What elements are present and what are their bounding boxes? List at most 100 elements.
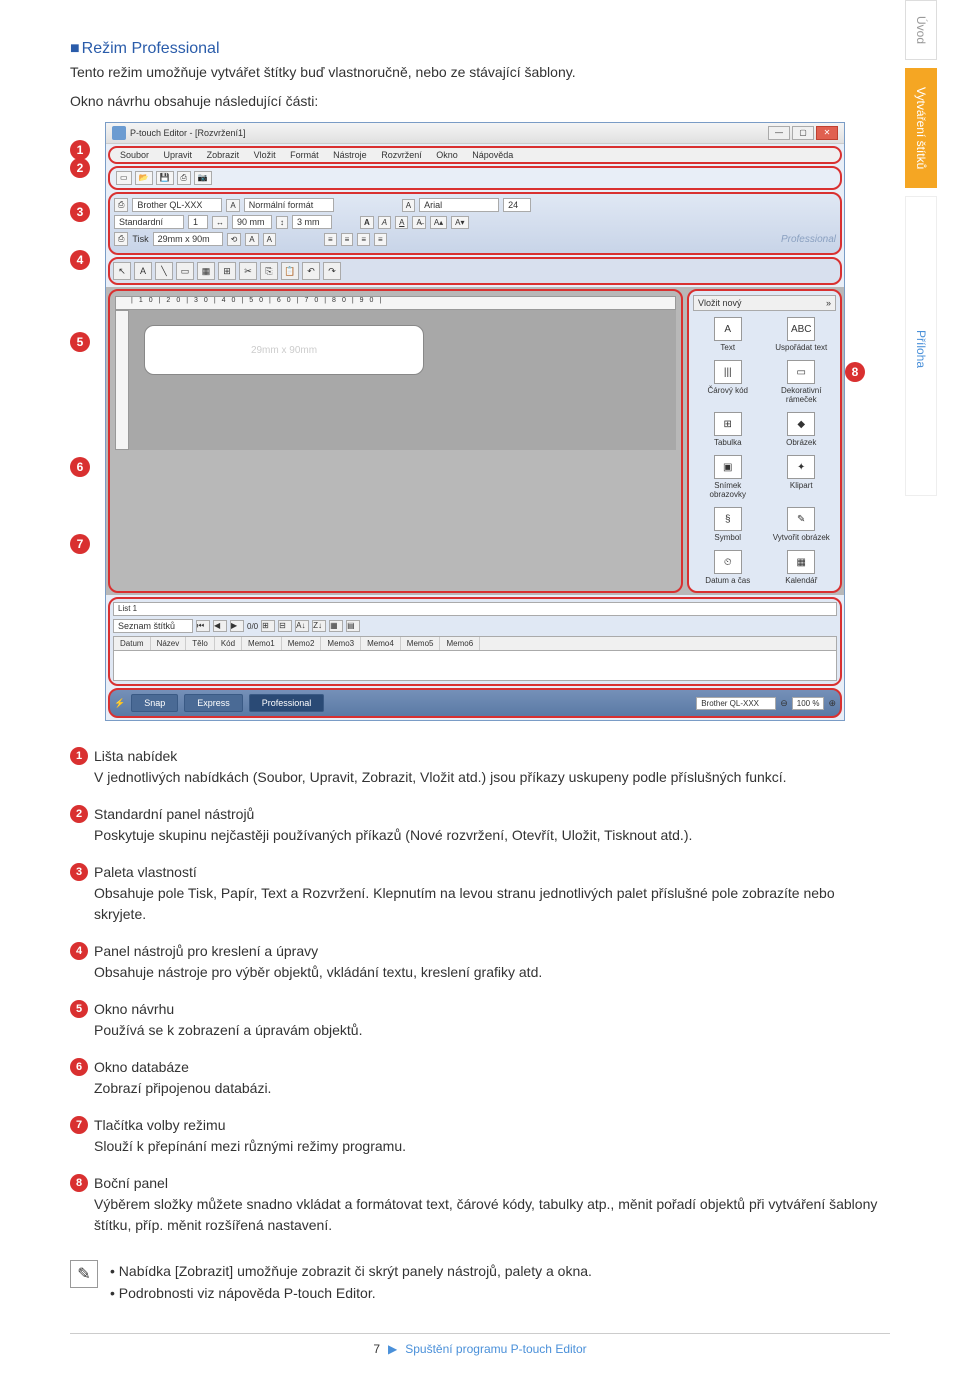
maximize-button[interactable]: ▢: [792, 126, 814, 140]
menu-napoveda[interactable]: Nápověda: [466, 150, 519, 160]
mode-snap-button[interactable]: Snap: [131, 694, 178, 712]
undo-tool[interactable]: ↶: [302, 262, 320, 280]
db-col[interactable]: Memo2: [282, 637, 322, 650]
insert-new-label[interactable]: Vložit nový: [698, 298, 742, 308]
camera-icon[interactable]: 📷: [194, 171, 212, 185]
zoom-input[interactable]: 100 %: [792, 697, 825, 710]
db-col[interactable]: Memo5: [401, 637, 441, 650]
db-col[interactable]: Tělo: [186, 637, 215, 650]
menu-nastroje[interactable]: Nástroje: [327, 150, 373, 160]
db-col[interactable]: Memo3: [321, 637, 361, 650]
sort-za-button[interactable]: Z↓: [312, 620, 326, 632]
side-item-3[interactable]: ▭Dekorativní rámeček: [767, 358, 837, 406]
side-item-6[interactable]: ▣Snímek obrazovky: [693, 453, 763, 501]
menu-okno[interactable]: Okno: [430, 150, 464, 160]
width-input[interactable]: 90 mm: [232, 215, 272, 229]
db-col[interactable]: Memo6: [440, 637, 480, 650]
paper-select[interactable]: Standardní: [114, 215, 184, 229]
side-item-7[interactable]: ✦Klipart: [767, 453, 837, 501]
zoom-printer[interactable]: Brother QL-XXX: [696, 697, 776, 710]
font-select[interactable]: Arial: [419, 198, 499, 212]
side-item-10[interactable]: ⏲Datum a čas: [693, 548, 763, 587]
align-tool[interactable]: ⊞: [218, 262, 236, 280]
side-item-9[interactable]: ✎Vytvořit obrázek: [767, 505, 837, 544]
zoom-out-button[interactable]: ⊖: [780, 698, 788, 709]
menu-upravit[interactable]: Upravit: [158, 150, 199, 160]
align-left-button[interactable]: ≡: [324, 233, 337, 246]
menu-rozvrzeni[interactable]: Rozvržení: [375, 150, 428, 160]
side-tab-uvod[interactable]: Úvod: [905, 0, 937, 60]
sidepanel-expand-icon[interactable]: »: [826, 298, 831, 308]
size-down-button[interactable]: A▾: [451, 216, 468, 229]
side-item-icon: ⊞: [714, 412, 742, 436]
align-right-button[interactable]: ≡: [357, 233, 370, 246]
bold-button[interactable]: A: [360, 216, 374, 229]
db-btn-4[interactable]: ▤: [346, 620, 360, 632]
side-item-4[interactable]: ⊞Tabulka: [693, 410, 763, 449]
side-item-5[interactable]: ◆Obrázek: [767, 410, 837, 449]
printer-select[interactable]: Brother QL-XXX: [132, 198, 222, 212]
side-item-2[interactable]: |||Čárový kód: [693, 358, 763, 406]
orient-button[interactable]: ⟲: [227, 233, 242, 246]
print-icon[interactable]: ⎙: [177, 171, 191, 185]
menu-format[interactable]: Formát: [284, 150, 325, 160]
canvas[interactable]: 29mm x 90mm: [129, 310, 676, 450]
desc-item-8: 8Boční panelVýběrem složky můžete snadno…: [70, 1173, 890, 1236]
text-tool[interactable]: A: [134, 262, 152, 280]
size-up-button[interactable]: A▴: [430, 216, 447, 229]
italic-button[interactable]: A: [378, 216, 391, 229]
side-item-icon: A: [714, 317, 742, 341]
height-input[interactable]: 3 mm: [292, 215, 332, 229]
print-button[interactable]: ⎙: [114, 232, 128, 246]
seznam-select[interactable]: Seznam štítků: [113, 619, 193, 633]
line-tool[interactable]: ╲: [155, 262, 173, 280]
nav-first-button[interactable]: ⏮: [196, 620, 210, 632]
sort-az-button[interactable]: A↓: [295, 620, 309, 632]
menu-soubor[interactable]: Soubor: [114, 150, 155, 160]
side-item-11[interactable]: ▦Kalendář: [767, 548, 837, 587]
db-col[interactable]: Kód: [215, 637, 242, 650]
fontsize-input[interactable]: 24: [503, 198, 531, 212]
text-a2-button[interactable]: A: [263, 233, 276, 246]
minimize-button[interactable]: —: [768, 126, 790, 140]
save-button[interactable]: 💾: [156, 171, 174, 185]
dims-select[interactable]: 29mm x 90m: [153, 232, 223, 246]
nav-next-button[interactable]: ▶: [230, 620, 244, 632]
strike-button[interactable]: A̶: [412, 216, 425, 229]
db-col[interactable]: Memo1: [242, 637, 282, 650]
menu-zobrazit[interactable]: Zobrazit: [201, 150, 246, 160]
db-btn-1[interactable]: ⊞: [261, 620, 275, 632]
db-col[interactable]: Název: [151, 637, 187, 650]
cut-tool[interactable]: ✂: [239, 262, 257, 280]
side-tab-vytvareni[interactable]: Vytváření štítků: [905, 68, 937, 188]
underline-button[interactable]: A: [395, 216, 408, 229]
copy-tool[interactable]: ⎘: [260, 262, 278, 280]
side-item-0[interactable]: AText: [693, 315, 763, 354]
mode-professional-button[interactable]: Professional: [249, 694, 325, 712]
close-button[interactable]: ✕: [816, 126, 838, 140]
paste-tool[interactable]: 📋: [281, 262, 299, 280]
menu-vlozit[interactable]: Vložit: [248, 150, 282, 160]
qty-input[interactable]: 1: [188, 215, 208, 229]
fill-tool[interactable]: ▦: [197, 262, 215, 280]
pointer-tool[interactable]: ↖: [113, 262, 131, 280]
label-preview[interactable]: 29mm x 90mm: [144, 325, 424, 375]
db-btn-3[interactable]: ▦: [329, 620, 343, 632]
db-col[interactable]: Memo4: [361, 637, 401, 650]
zoom-in-button[interactable]: ⊕: [828, 698, 836, 709]
side-item-8[interactable]: §Symbol: [693, 505, 763, 544]
mode-express-button[interactable]: Express: [184, 694, 243, 712]
db-col[interactable]: Datum: [114, 637, 151, 650]
format-select[interactable]: Normální formát: [244, 198, 334, 212]
redo-tool[interactable]: ↷: [323, 262, 341, 280]
align-just-button[interactable]: ≡: [374, 233, 387, 246]
side-tab-priloha[interactable]: Příloha: [905, 196, 937, 496]
align-center-button[interactable]: ≡: [341, 233, 354, 246]
rect-tool[interactable]: ▭: [176, 262, 194, 280]
open-button[interactable]: 📂: [135, 171, 153, 185]
nav-prev-button[interactable]: ◀: [213, 620, 227, 632]
text-a-button[interactable]: A: [245, 233, 258, 246]
new-button[interactable]: ▭: [116, 171, 132, 185]
db-btn-2[interactable]: ⊟: [278, 620, 292, 632]
side-item-1[interactable]: ABCUspořádat text: [767, 315, 837, 354]
